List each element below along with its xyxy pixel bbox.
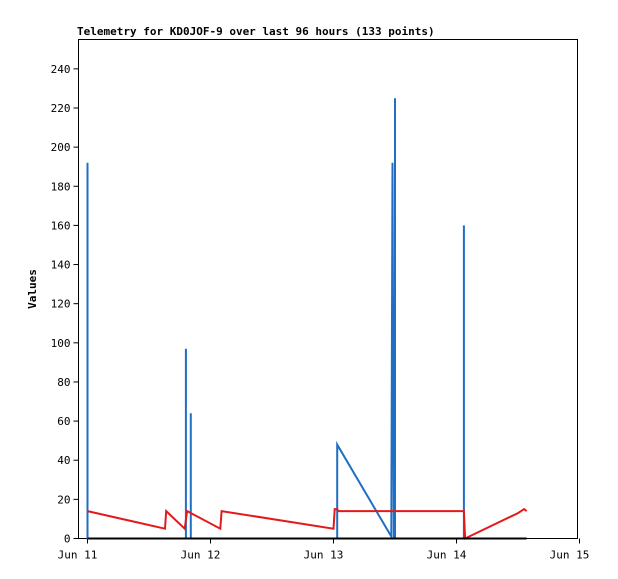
y-tick-label: 200 xyxy=(51,141,71,154)
x-axis: Jun 11 Jun 12 Jun 13 Jun 14 Jun 15 xyxy=(58,538,590,562)
y-tick-label: 120 xyxy=(51,298,71,311)
x-tick-label: Jun 14 xyxy=(427,549,467,562)
series-line-1 xyxy=(86,98,465,541)
y-tick-label: 40 xyxy=(57,454,70,467)
y-tick-label: 20 xyxy=(57,493,70,506)
y-tick-label: 180 xyxy=(51,180,71,193)
y-tick-label: 160 xyxy=(51,219,71,232)
y-tick-label: 140 xyxy=(51,259,71,272)
y-tick-label: 80 xyxy=(57,376,70,389)
y-axis-label: Values xyxy=(26,269,39,309)
y-tick-label: 240 xyxy=(51,63,71,76)
chart-title: Telemetry for KD0JOF-9 over last 96 hour… xyxy=(77,25,435,38)
y-axis: 0 20 40 60 80 100 120 140 160 180 200 220 240 xyxy=(51,63,79,546)
x-tick-label: Jun 13 xyxy=(304,549,344,562)
y-tick-label: 0 xyxy=(64,533,71,546)
x-tick-label: Jun 12 xyxy=(181,549,221,562)
x-tick-label: Jun 15 xyxy=(550,549,590,562)
x-tick-label: Jun 11 xyxy=(58,549,98,562)
y-tick-label: 60 xyxy=(57,415,70,428)
y-tick-label: 100 xyxy=(51,337,71,350)
y-tick-label: 220 xyxy=(51,102,71,115)
series-layer xyxy=(86,98,528,541)
plot-frame xyxy=(78,39,578,539)
series-line-2 xyxy=(87,507,528,541)
